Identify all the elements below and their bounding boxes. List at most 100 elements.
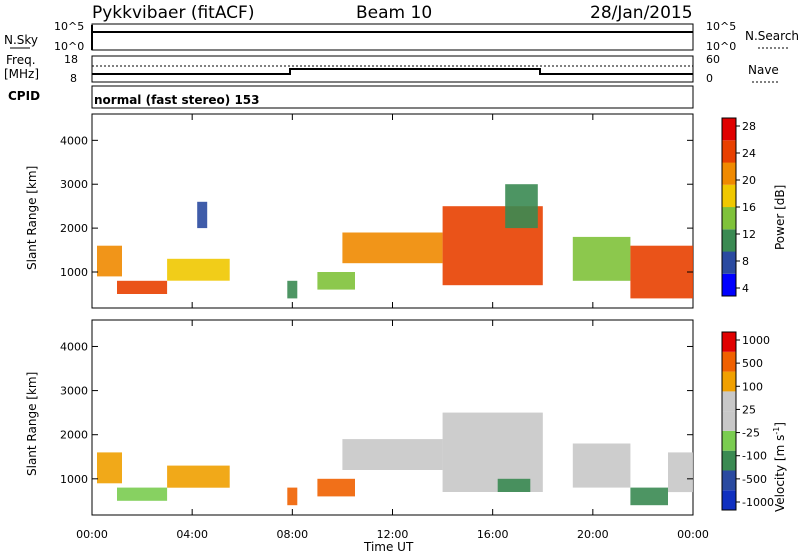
power-colorbar-tick: 16 xyxy=(742,201,756,214)
velocity-ytick-label: 1000 xyxy=(60,473,88,486)
power-colorbar-tick: 8 xyxy=(742,255,749,268)
power-colorbar-tick: 24 xyxy=(742,147,756,160)
freq-label-2: [MHz] xyxy=(4,67,39,81)
power-colorbar-swatch xyxy=(722,184,736,208)
nsearch-tick-bottom: 10^0 xyxy=(706,40,736,53)
velocity-data-region xyxy=(167,465,230,488)
velocity-colorbar-swatch xyxy=(722,411,736,431)
velocity-colorbar-swatch xyxy=(722,490,736,510)
power-data-region xyxy=(630,245,693,299)
time-tick-label: 16:00 xyxy=(477,528,509,541)
power-ytick-label: 3000 xyxy=(60,178,88,191)
power-colorbar-tick: 28 xyxy=(742,120,756,133)
velocity-colorbar-tick: 25 xyxy=(742,403,756,416)
velocity-colorbar-swatch xyxy=(722,470,736,491)
power-panel: 1000 2000 3000 4000 Slant Range [km] xyxy=(25,113,694,309)
power-ytick-label: 1000 xyxy=(60,266,88,279)
nsky-tick-bottom: 10^0 xyxy=(54,40,84,53)
nave-label: Nave xyxy=(748,63,779,77)
power-colorbar-swatch xyxy=(722,140,736,163)
velocity-data-region xyxy=(668,452,693,493)
power-data-region xyxy=(505,184,538,229)
velocity-data-region xyxy=(117,487,168,501)
velocity-colorbar-tick: -500 xyxy=(742,473,767,486)
time-axis: 00:00 04:00 08:00 12:00 16:00 20:00 00:00 xyxy=(76,114,709,541)
freq-trace xyxy=(92,68,693,75)
velocity-colorbar-tick: -100 xyxy=(742,450,767,463)
time-tick-label: 00:00 xyxy=(76,528,108,541)
power-colorbar-tick: 12 xyxy=(742,228,756,241)
power-colorbar-swatch xyxy=(722,273,736,297)
beam-title: Beam 10 xyxy=(356,3,432,23)
nsearch-tick-top: 10^5 xyxy=(706,20,736,33)
velocity-data-region xyxy=(97,452,122,484)
velocity-colorbar-tick: 100 xyxy=(742,380,763,393)
velocity-ytick-label: 2000 xyxy=(60,429,88,442)
power-colorbar-swatch xyxy=(722,251,736,274)
velocity-colorbar-label-end: ] xyxy=(773,422,787,427)
time-tick-label: 00:00 xyxy=(677,528,709,541)
power-data-region xyxy=(572,236,631,281)
time-tick-label: 12:00 xyxy=(377,528,409,541)
freq-tick-top: 18 xyxy=(64,53,78,66)
power-colorbar-swatch xyxy=(722,207,736,230)
freq-panel: Freq. [MHz] 18 8 60 0 Nave xyxy=(4,53,780,85)
time-tick-label: 08:00 xyxy=(276,528,308,541)
velocity-colorbar-swatch xyxy=(722,430,736,451)
nave-tick-top: 60 xyxy=(706,53,720,66)
power-data-region xyxy=(197,201,208,229)
station-title: Pykkvibaer (fitACF) xyxy=(92,3,254,23)
velocity-colorbar-label-sup: -1 xyxy=(772,427,781,435)
time-tick-label: 20:00 xyxy=(577,528,609,541)
cpid-text: normal (fast stereo) 153 xyxy=(94,93,260,107)
velocity-colorbar-tick: 500 xyxy=(742,357,763,370)
power-ylabel: Slant Range [km] xyxy=(25,166,39,270)
velocity-colorbar-tick: -1000 xyxy=(742,496,774,509)
power-ytick-label: 4000 xyxy=(60,134,88,147)
power-colorbar-swatch xyxy=(722,118,736,141)
velocity-colorbar-swatch xyxy=(722,351,736,372)
velocity-colorbar-label: Velocity [m s-1] xyxy=(772,422,787,512)
velocity-data-region xyxy=(442,412,543,492)
velocity-colorbar-tick: -25 xyxy=(742,427,760,440)
power-colorbar: 28 24 20 16 12 8 4 Power [dB] xyxy=(721,117,787,297)
nsky-panel: N.Sky 10^5 10^0 10^5 10^0 N.Search xyxy=(4,20,799,53)
time-axis-label: Time UT xyxy=(363,540,414,554)
cpid-panel: CPID normal (fast stereo) 153 xyxy=(8,85,694,109)
velocity-ylabel: Slant Range [km] xyxy=(25,372,39,476)
velocity-ytick-label: 3000 xyxy=(60,385,88,398)
power-ytick-label: 2000 xyxy=(60,222,88,235)
nave-tick-bottom: 0 xyxy=(706,72,713,85)
power-data-region xyxy=(167,258,230,281)
nsky-label: N.Sky xyxy=(4,33,38,47)
nsky-tick-top: 10^5 xyxy=(54,20,84,33)
velocity-colorbar-swatch xyxy=(722,450,736,471)
velocity-data-region xyxy=(497,478,531,492)
power-data-region xyxy=(97,245,122,277)
velocity-colorbar-swatch xyxy=(722,332,736,352)
power-colorbar-swatch xyxy=(722,162,736,185)
velocity-data-region xyxy=(630,487,668,506)
velocity-colorbar-tick: 1000 xyxy=(742,334,770,347)
power-data-region xyxy=(287,280,298,299)
cpid-label: CPID xyxy=(8,89,40,103)
power-colorbar-label: Power [dB] xyxy=(773,185,787,250)
power-colorbar-tick: 20 xyxy=(742,174,756,187)
power-data-region xyxy=(117,280,168,294)
velocity-data-region xyxy=(287,487,298,506)
velocity-data-region xyxy=(572,443,631,488)
velocity-data-region xyxy=(342,439,443,470)
time-tick-label: 04:00 xyxy=(176,528,208,541)
velocity-colorbar-swatch xyxy=(722,371,736,392)
power-data-region xyxy=(342,232,443,264)
nsearch-label: N.Search xyxy=(745,29,799,43)
velocity-ytick-label: 4000 xyxy=(60,340,88,353)
velocity-colorbar-swatch xyxy=(722,391,736,412)
velocity-panel: 1000 2000 3000 4000 Slant Range [km] xyxy=(25,319,694,516)
power-data-region xyxy=(317,272,355,290)
power-colorbar-swatch xyxy=(722,229,736,252)
velocity-colorbar: 1000 500 100 25 -25 -100 -500 -1000 Velocity [m… xyxy=(721,331,787,512)
freq-label-1: Freq. xyxy=(6,53,36,67)
freq-tick-bottom: 8 xyxy=(70,72,77,85)
